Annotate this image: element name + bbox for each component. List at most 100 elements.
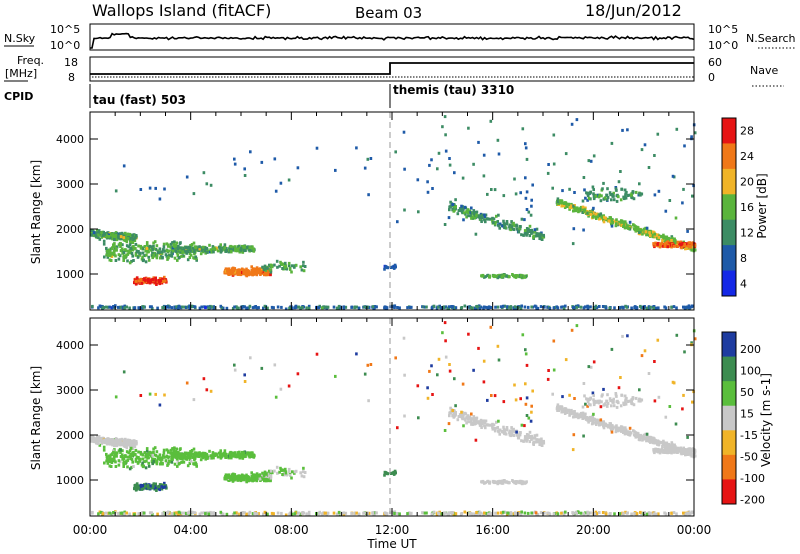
power-cell — [285, 267, 288, 271]
power-cell — [229, 244, 232, 248]
velocity-cell — [110, 453, 114, 457]
velocity-cell — [466, 414, 470, 418]
power-cell — [151, 306, 154, 310]
power-cell — [119, 245, 122, 248]
velocity-cell — [475, 419, 478, 423]
velocity-cell — [245, 512, 248, 516]
power-cell — [205, 182, 209, 186]
velocity-cell — [158, 453, 162, 457]
power-cell — [250, 265, 253, 269]
power-cell — [151, 256, 154, 260]
velocity-cell — [240, 450, 244, 454]
velocity-cell — [645, 439, 648, 443]
velocity-cell — [251, 479, 254, 483]
power-cell — [119, 249, 123, 253]
power-cell — [596, 215, 600, 219]
power-cell — [592, 188, 595, 192]
velocity-cell — [293, 512, 297, 516]
power-cell — [251, 246, 254, 250]
power-cell — [171, 241, 174, 245]
power-cell — [468, 210, 471, 214]
velocity-cell — [670, 445, 673, 448]
velocity-cell — [371, 511, 375, 515]
power-cell — [249, 272, 253, 276]
station-title: Wallops Island (fitACF) — [92, 1, 271, 20]
velocity-cell — [166, 511, 169, 515]
velocity-cell — [501, 510, 505, 514]
velocity-cell — [121, 453, 124, 457]
power-cell — [147, 258, 151, 262]
power-cell — [167, 249, 171, 253]
power-cell — [168, 254, 171, 258]
velocity-cell — [661, 445, 664, 448]
power-cell — [487, 306, 490, 310]
power-cell — [500, 275, 504, 279]
velocity-cell — [517, 436, 521, 440]
velocity-cell — [495, 480, 498, 484]
velocity-cell — [569, 410, 573, 414]
power-cell — [430, 306, 434, 310]
freq-unit: [MHz] — [5, 67, 37, 80]
power-cell — [208, 243, 211, 247]
velocity-cell — [291, 470, 294, 474]
power-cell — [402, 130, 406, 134]
velocity-cell — [648, 437, 651, 441]
power-cell — [117, 235, 120, 239]
power-cell — [471, 211, 474, 215]
velocity-cell — [483, 511, 486, 515]
power-cell — [448, 208, 451, 212]
velocity-cell — [581, 413, 584, 417]
power-cell — [403, 208, 406, 212]
ytick-label: 2000 — [56, 223, 84, 236]
velocity-cell — [302, 466, 305, 470]
power-cell — [243, 167, 246, 171]
power-cell — [127, 245, 130, 249]
power-cell — [233, 157, 236, 161]
power-cell — [552, 306, 556, 310]
power-cell — [383, 267, 386, 271]
freq-strip — [89, 56, 695, 82]
power-cell — [155, 253, 159, 257]
power-cell — [638, 231, 641, 234]
velocity-cell — [543, 511, 546, 515]
colorbar-tick: 20 — [740, 176, 754, 189]
power-cell — [592, 194, 596, 198]
velocity-cell — [150, 451, 153, 455]
power-cell — [149, 278, 152, 282]
power-cell — [290, 306, 294, 310]
power-cell — [129, 251, 132, 254]
velocity-cell — [111, 458, 114, 462]
velocity-cell — [115, 439, 119, 443]
power-cell — [610, 222, 613, 226]
power-cell — [139, 277, 143, 281]
power-cell — [135, 250, 139, 254]
power-cell — [638, 192, 641, 196]
power-cell — [266, 272, 269, 276]
power-cell — [645, 306, 649, 310]
power-cell — [443, 115, 447, 119]
velocity-cell — [166, 463, 169, 467]
velocity-cell — [221, 512, 225, 516]
velocity-cell — [447, 511, 451, 515]
power-cell — [675, 306, 678, 310]
velocity-cell — [134, 440, 138, 443]
velocity-cell — [525, 439, 528, 443]
power-cell — [239, 248, 242, 252]
velocity-cell — [125, 450, 129, 454]
velocity-cell — [162, 454, 165, 458]
velocity-cell — [589, 418, 592, 422]
power-cell — [599, 212, 603, 216]
power-cell — [670, 305, 674, 309]
velocity-cell — [385, 512, 389, 516]
power-cell — [269, 263, 273, 267]
power-cell — [242, 305, 246, 309]
power-cell — [617, 180, 621, 184]
velocity-cell — [498, 432, 501, 436]
power-cell — [121, 243, 124, 247]
power-cell — [523, 305, 527, 309]
power-cell — [497, 213, 500, 217]
velocity-cell — [583, 414, 587, 418]
power-cell — [98, 237, 102, 241]
velocity-cell — [462, 417, 466, 421]
velocity-cell — [120, 437, 124, 441]
